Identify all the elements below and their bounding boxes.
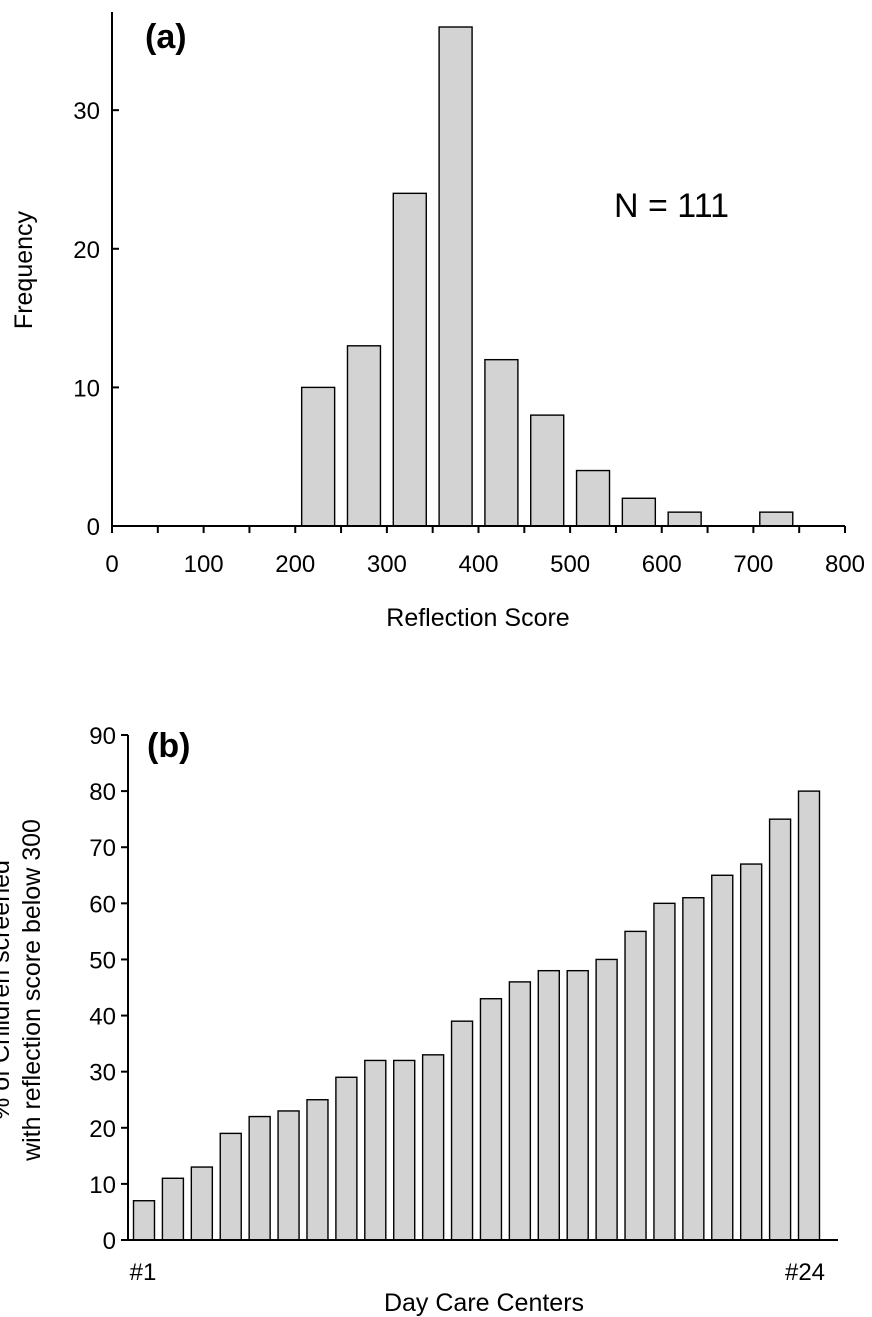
histogram-bar <box>346 345 382 527</box>
y-tick-label: 30 <box>73 98 100 125</box>
y-tick-label: 20 <box>89 1116 116 1143</box>
center-bar <box>682 897 705 1241</box>
x-ticks: 0 100 200 300 400 500 600 700 800 <box>105 526 865 578</box>
sample-size-annotation: N = 111 <box>614 187 729 225</box>
center-bar <box>161 1177 185 1241</box>
x-tick-label: 0 <box>105 551 118 578</box>
x-tick-label: 300 <box>367 551 407 578</box>
y-tick-label: 10 <box>89 1172 116 1199</box>
histogram-bar <box>530 414 565 527</box>
bar-chart-panel-b: 0 10 20 30 40 50 60 70 80 90 (b) #1 #24 Day Care … <box>0 723 838 1317</box>
histogram-bar <box>621 497 657 527</box>
center-bar <box>768 818 792 1241</box>
x-tick-label: 700 <box>733 551 773 578</box>
center-bar <box>219 1132 242 1241</box>
y-tick-label: 90 <box>89 723 116 750</box>
center-bar <box>277 1110 300 1241</box>
y-axis-title-line-2: with reflection score below 300 <box>18 819 46 1162</box>
x-tick-label: 100 <box>184 551 224 578</box>
histogram-bar <box>484 358 519 527</box>
center-bar <box>653 902 676 1241</box>
histogram-bar <box>300 386 336 527</box>
center-bar <box>537 969 560 1241</box>
y-axis-title: Frequency <box>10 210 38 329</box>
y-tick-label: 60 <box>89 891 116 918</box>
histogram-bar <box>575 469 611 527</box>
center-bars <box>132 790 821 1241</box>
center-bar <box>393 1059 416 1241</box>
histogram-bar <box>759 511 794 527</box>
panel-label: (a) <box>145 18 187 56</box>
y-tick-label: 0 <box>103 1228 116 1255</box>
center-bar <box>248 1115 271 1241</box>
y-tick-label: 70 <box>89 835 116 862</box>
y-axis-title-line-1: % of Children screened <box>0 860 15 1120</box>
center-bar <box>508 981 532 1241</box>
y-ticks: 0 10 20 30 40 50 60 70 80 90 <box>89 723 128 1255</box>
x-axis-title: Reflection Score <box>386 604 569 632</box>
center-bar <box>624 930 647 1241</box>
histogram-panel-a: 0 10 20 30 0 100 200 300 400 500 600 700 800 (a) N … <box>10 12 865 632</box>
x-end-label: #24 <box>785 1259 825 1286</box>
x-axis-title: Day Care Centers <box>384 1289 584 1317</box>
x-start-label: #1 <box>130 1259 157 1286</box>
y-tick-label: 0 <box>87 514 100 541</box>
center-bar <box>335 1076 358 1241</box>
center-bar <box>566 969 589 1241</box>
center-bar <box>797 790 821 1241</box>
y-tick-label: 80 <box>89 779 116 806</box>
x-tick-label: 600 <box>642 551 682 578</box>
center-bar <box>132 1200 156 1241</box>
y-tick-label: 10 <box>73 375 100 402</box>
center-bar <box>364 1059 387 1241</box>
x-tick-label: 400 <box>458 551 498 578</box>
histogram-bars <box>300 26 794 527</box>
histogram-bar <box>438 26 473 527</box>
histogram-bar <box>392 192 427 527</box>
center-bar <box>421 1054 445 1241</box>
y-ticks: 0 10 20 30 <box>73 98 119 541</box>
center-bar <box>739 863 763 1241</box>
center-bar <box>450 1020 474 1241</box>
center-bar <box>711 874 734 1241</box>
center-bar <box>190 1166 214 1241</box>
y-tick-label: 40 <box>89 1004 116 1031</box>
panel-label: (b) <box>147 727 190 765</box>
x-tick-label: 500 <box>550 551 590 578</box>
y-tick-label: 20 <box>73 237 100 264</box>
center-bar <box>595 958 618 1241</box>
center-bar <box>479 998 503 1241</box>
y-tick-label: 30 <box>89 1060 116 1087</box>
histogram-bar <box>667 511 702 527</box>
x-tick-label: 200 <box>275 551 315 578</box>
x-tick-label: 800 <box>825 551 865 578</box>
center-bar <box>306 1099 329 1241</box>
y-tick-label: 50 <box>89 947 116 974</box>
